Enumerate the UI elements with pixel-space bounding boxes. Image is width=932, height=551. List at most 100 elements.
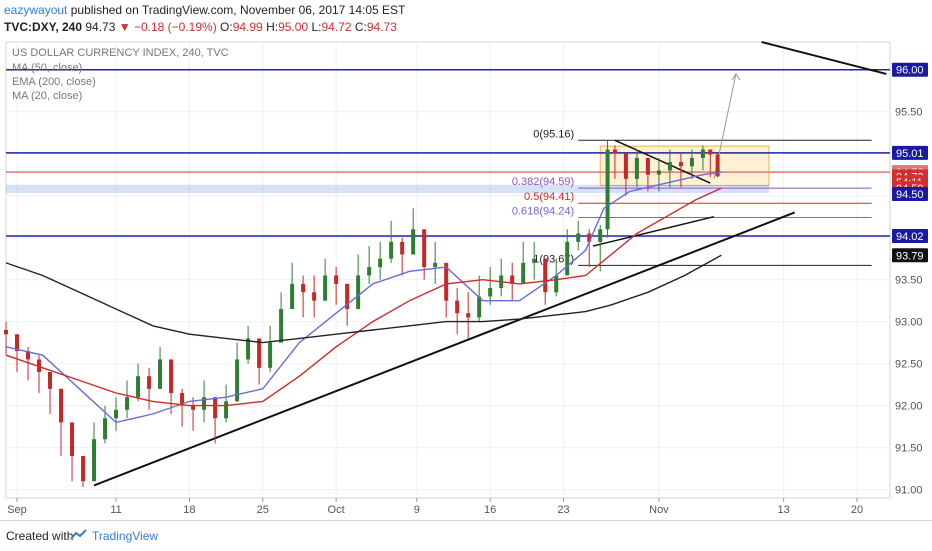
tradingview-brand-link[interactable]: TradingView [92, 529, 159, 543]
price-tag [892, 228, 928, 243]
x-tick-label: 13 [778, 504, 790, 516]
price-change: ▼ −0.18 (−0.19%) [118, 20, 217, 34]
candle-body [356, 275, 361, 310]
long-term-resistance-line [761, 41, 887, 75]
legend-title: US DOLLAR CURRENCY INDEX, 240, TVC [12, 47, 229, 59]
candle-body [634, 157, 639, 179]
candle-body [444, 262, 449, 301]
x-tick-label: 16 [484, 504, 496, 516]
footer-bar: Created with TradingView [0, 520, 932, 551]
candle-body [455, 300, 460, 314]
candle-body [202, 397, 207, 410]
candle-body [422, 229, 427, 268]
candle-body [411, 229, 416, 255]
price-tag [892, 248, 928, 263]
candle-body [587, 233, 592, 242]
high-label: H: [266, 20, 279, 34]
y-tick-label: 95.50 [895, 107, 923, 119]
candle-body [367, 267, 372, 276]
candle-body [334, 275, 339, 284]
legend-item: EMA (200, close) [12, 76, 96, 88]
price-tag-label: 96.00 [896, 65, 924, 77]
close-label: C: [354, 20, 367, 34]
symbol-label: TVC:DXY, 240 [4, 20, 83, 34]
candle-body [246, 338, 251, 360]
candle-body [656, 170, 661, 175]
author-link[interactable]: eazywayout [4, 3, 68, 17]
candle-body [301, 283, 306, 293]
fib-level-label: 0(95.16) [533, 128, 574, 140]
candle-body [4, 330, 8, 335]
candle-body [477, 296, 482, 318]
price-tag [892, 187, 928, 201]
candle-body [345, 283, 350, 310]
indicator-line [5, 254, 722, 344]
low-value: 94.72 [321, 20, 352, 34]
price-tag [892, 145, 928, 160]
x-tick-label: 20 [851, 504, 863, 516]
candle-body [114, 409, 119, 419]
candle-body [389, 241, 394, 259]
price-tag-label: 95.01 [896, 148, 924, 160]
x-tick-label: Oct [328, 504, 345, 516]
candle-body [400, 241, 405, 255]
price-tag-label: 93.79 [896, 250, 924, 262]
y-tick-label: 93.00 [895, 317, 923, 329]
candle-body [37, 359, 42, 373]
fib-level-label: 0.618(94.24) [512, 206, 574, 218]
candle-body [700, 149, 705, 158]
ohlc-bar: TVC:DXY, 240 94.73 ▼ −0.18 (−0.19%) O:94… [4, 20, 397, 34]
candle-body [667, 162, 672, 171]
x-tick-label: 25 [257, 504, 269, 516]
candle-body [576, 233, 581, 242]
open-value: 94.99 [232, 20, 263, 34]
candle-body [59, 388, 64, 423]
candle-body [378, 258, 383, 268]
x-tick-label: 18 [183, 504, 195, 516]
indicator-line [5, 187, 722, 407]
candle-body [70, 422, 75, 457]
candle-body [645, 157, 650, 175]
published-text: published on TradingView.com, November 0… [70, 3, 406, 17]
close-value: 94.73 [366, 20, 397, 34]
x-tick-label: 23 [557, 504, 569, 516]
candle-body [103, 418, 108, 440]
candle-body [191, 405, 196, 410]
candle-body [532, 258, 537, 263]
x-tick-label: Sep [7, 504, 27, 516]
support-zone-band [6, 184, 769, 194]
y-tick-label: 91.00 [895, 485, 923, 497]
candle-body [136, 376, 141, 398]
candle-body [715, 154, 720, 177]
candle-body [605, 149, 610, 230]
y-tick-label: 92.00 [895, 401, 923, 413]
candle-body [565, 241, 570, 276]
candle-body [15, 334, 20, 352]
y-tick-label: 92.50 [895, 359, 923, 371]
candle-body [213, 397, 218, 419]
y-tick-label: 93.50 [895, 275, 923, 287]
candle-body [279, 309, 284, 343]
publish-info: eazywayout published on TradingView.com,… [4, 3, 405, 17]
candle-body [312, 292, 317, 301]
tradingview-logo-icon [70, 529, 87, 540]
fib-level-label: 0.382(94.59) [512, 176, 574, 188]
candle-body [689, 157, 694, 167]
created-with-text: Created with [6, 529, 74, 543]
candle-body [26, 351, 31, 360]
candle-body [169, 359, 174, 394]
candle-body [224, 401, 229, 419]
price-tag-label: 94.02 [896, 231, 924, 243]
x-tick-label: 9 [414, 504, 420, 516]
legend-item: MA (50, close) [12, 62, 82, 74]
last-price: 94.73 [85, 20, 116, 34]
candle-body [125, 397, 130, 410]
indicator-line [5, 171, 722, 424]
candle-body [158, 359, 163, 389]
candle-body [81, 456, 86, 482]
price-tag [892, 62, 928, 77]
candle-body [257, 338, 262, 368]
price-chart[interactable]: 0(95.16) 0.382(94.59) 0.5(94.41) 0.618(94.2… [0, 40, 932, 520]
low-label: L: [311, 20, 322, 34]
